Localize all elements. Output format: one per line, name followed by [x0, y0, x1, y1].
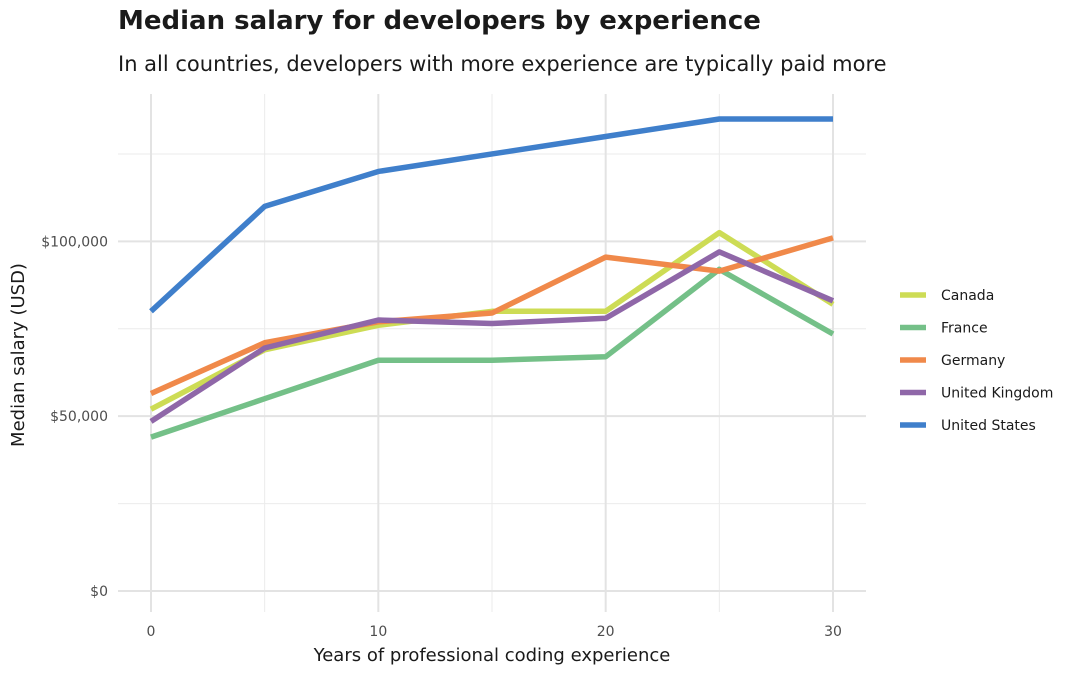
legend-label: Germany — [941, 353, 1005, 369]
series-line-united-kingdom — [149, 249, 835, 424]
y-tick-label: $100,000 — [41, 234, 108, 250]
series-line-germany — [149, 235, 834, 396]
y-axis-label: Median salary (USD) — [8, 263, 29, 447]
legend-label: United Kingdom — [941, 386, 1053, 402]
grid-lines — [118, 94, 866, 612]
x-tick-label: 30 — [824, 624, 842, 640]
x-tick-label: 20 — [597, 624, 615, 640]
x-tick-label: 10 — [369, 624, 387, 640]
series-lines — [149, 116, 835, 440]
legend: Canada France Germany United Kingdom United … — [900, 288, 1053, 434]
series-line-united-states — [149, 116, 833, 314]
legend-label: Canada — [941, 288, 994, 304]
chart-title: Median salary for developers by experien… — [118, 6, 761, 36]
legend-label: United States — [941, 418, 1036, 434]
legend-label: France — [941, 321, 988, 337]
x-axis-label: Years of professional coding experience — [313, 645, 671, 666]
y-tick-label: $50,000 — [50, 409, 108, 425]
x-tick-label: 0 — [147, 624, 156, 640]
y-tick-label: $0 — [90, 584, 108, 600]
chart-subtitle: In all countries, developers with more e… — [118, 52, 887, 76]
tick-labels: 0 10 20 30 $0 $50,000 $100,000 — [41, 234, 842, 640]
